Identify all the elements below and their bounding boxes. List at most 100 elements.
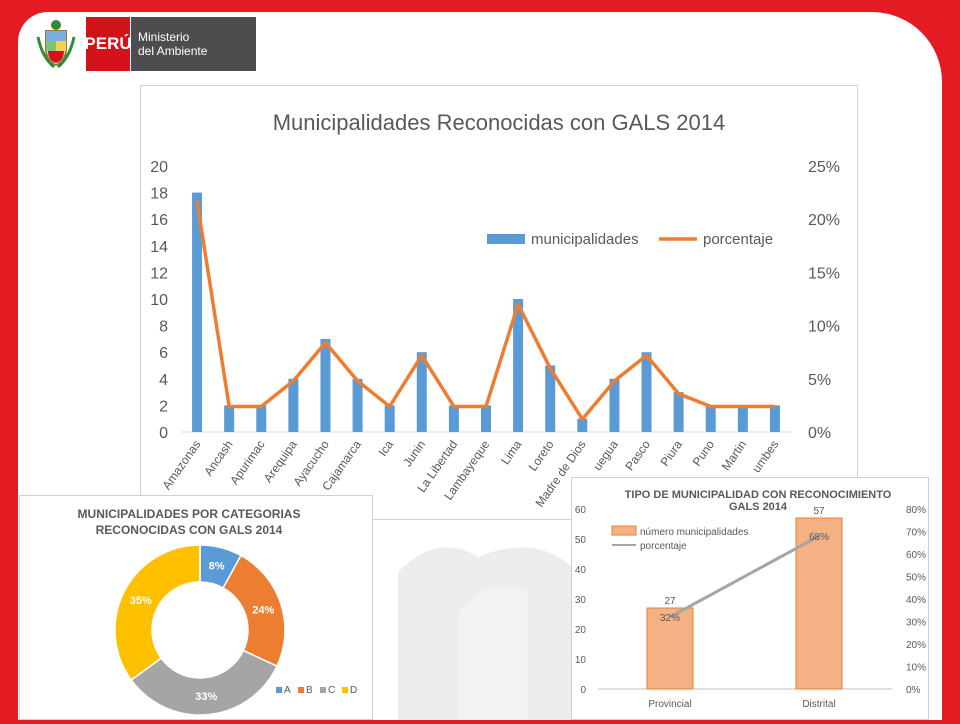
bar-municipalidades: [224, 405, 235, 432]
categories-chart-panel: MUNICIPALIDADES POR CATEGORIAS RECONOCIDA…: [19, 495, 373, 720]
type-y2-tick-label: 0%: [906, 685, 921, 696]
type-y2-tick-label: 10%: [906, 663, 926, 674]
background-decoration: [398, 547, 578, 720]
x-tick-label: Ancash: [201, 438, 235, 479]
donut-data-label: 8%: [209, 561, 225, 573]
bar-municipalidades: [673, 392, 684, 432]
type-y-tick-label: 10: [575, 655, 587, 666]
x-tick-label: Pasco: [622, 437, 653, 473]
line-porcentaje: [195, 200, 775, 421]
bar-municipalidades: [352, 378, 363, 432]
bar-municipalidades: [705, 405, 716, 432]
y-tick-label: 18: [150, 186, 168, 203]
type-y-tick-label: 40: [575, 565, 587, 576]
bar-municipalidades: [320, 338, 331, 432]
type-bar: [795, 517, 843, 690]
bar-municipalidades: [448, 405, 459, 432]
x-tick-label: Ica: [375, 437, 396, 458]
donut-data-label: 24%: [252, 604, 274, 616]
x-tick-label: uegua: [590, 437, 621, 473]
bar-municipalidades: [737, 405, 748, 432]
type-y2-tick-label: 80%: [906, 505, 926, 516]
ministry-line-2: del Ambiente: [138, 44, 208, 58]
donut-legend-swatch: [342, 687, 348, 693]
municipalities-chart-panel: Municipalidades Reconocidas con GALS 201…: [140, 85, 858, 520]
y-tick-label: 4: [159, 372, 168, 389]
bar-municipalidades: [545, 365, 556, 432]
type-x-tick-label: Distrital: [802, 699, 835, 710]
x-tick-label: Puno: [690, 437, 718, 468]
type-y2-tick-label: 60%: [906, 550, 926, 561]
bar-municipalidades: [577, 418, 588, 432]
coat-of-arms-icon: [36, 20, 76, 69]
x-tick-label: umbes: [749, 438, 781, 476]
y-tick-label: 16: [150, 212, 168, 229]
donut-legend-swatch: [320, 687, 326, 693]
bar-municipalidades: [513, 299, 524, 432]
y2-tick-label: 25%: [808, 159, 840, 176]
type-y-tick-label: 50: [575, 535, 587, 546]
donut-title-line: MUNICIPALIDADES POR CATEGORIAS: [78, 507, 301, 521]
legend-swatch-municipalidades: [487, 234, 525, 244]
x-tick-label: Junin: [400, 438, 428, 470]
y-tick-label: 20: [150, 159, 168, 176]
legend-label-porcentaje: porcentaje: [703, 231, 773, 248]
bar-municipalidades: [641, 352, 652, 432]
y-tick-label: 12: [150, 265, 168, 282]
x-tick-label: Martin: [719, 438, 750, 473]
municipality-type-chart-panel: TIPO DE MUNICIPALIDAD CON RECONOCIMIENTO…: [571, 477, 929, 720]
type-line-label: 68%: [809, 532, 829, 543]
type-line-porcentaje: [669, 534, 820, 619]
bar-municipalidades: [769, 405, 780, 432]
y-tick-label: 10: [150, 292, 168, 309]
type-y2-tick-label: 30%: [906, 618, 926, 629]
donut-slice-c: [130, 649, 278, 716]
type-bar: [646, 607, 694, 690]
donut-legend-label: A: [284, 685, 291, 696]
y2-tick-label: 10%: [808, 319, 840, 336]
y-tick-label: 0: [159, 425, 168, 442]
type-y-tick-label: 30: [575, 595, 587, 606]
y-tick-label: 14: [150, 239, 168, 256]
type-bar-label: 57: [813, 506, 825, 517]
y2-tick-label: 20%: [808, 212, 840, 229]
type-title-line: GALS 2014: [729, 501, 788, 513]
donut-title-line: RECONOCIDAS CON GALS 2014: [96, 523, 283, 537]
type-y2-tick-label: 50%: [906, 573, 926, 584]
x-tick-label: Lima: [498, 437, 525, 467]
x-tick-label: Amazonas: [160, 438, 204, 492]
y2-tick-label: 15%: [808, 265, 840, 282]
ministry-line-1: Ministerio: [138, 30, 190, 44]
ministry-name: Ministerio del Ambiente: [131, 17, 256, 71]
x-tick-label: Piura: [658, 437, 686, 468]
x-tick-label: Loreto: [526, 437, 557, 473]
donut-slice-d: [114, 544, 201, 682]
donut-legend-swatch: [276, 687, 282, 693]
donut-legend-label: D: [350, 685, 357, 696]
type-y2-tick-label: 20%: [906, 640, 926, 651]
type-bar-label: 27: [664, 596, 676, 607]
type-y-tick-label: 20: [575, 625, 587, 636]
type-y-tick-label: 0: [580, 685, 586, 696]
ministry-logo: PERÚ Ministerio del Ambiente: [34, 17, 256, 71]
type-y-tick-label: 60: [575, 505, 587, 516]
municipalities-chart: Municipalidades Reconocidas con GALS 201…: [150, 110, 840, 510]
type-legend-swatch-bars: [611, 525, 637, 536]
bar-municipalidades: [288, 378, 299, 432]
bar-municipalidades: [609, 378, 620, 432]
donut-data-label: 33%: [195, 691, 217, 703]
type-legend-label-bars: número municipalidades: [640, 527, 748, 538]
y2-tick-label: 5%: [808, 372, 831, 389]
categories-donut-chart: MUNICIPALIDADES POR CATEGORIAS RECONOCIDA…: [78, 507, 357, 716]
type-y2-tick-label: 40%: [906, 595, 926, 606]
y-tick-label: 2: [159, 398, 168, 415]
bar-municipalidades: [481, 405, 491, 432]
bar-municipalidades: [192, 192, 203, 432]
bar-municipalidades: [256, 405, 267, 432]
donut-data-label: 35%: [130, 595, 152, 607]
legend-label-municipalidades: municipalidades: [531, 231, 639, 248]
bar-municipalidades: [416, 352, 427, 432]
y-tick-label: 8: [159, 319, 168, 336]
type-line-label: 32%: [660, 613, 680, 624]
type-x-tick-label: Provincial: [648, 699, 691, 710]
